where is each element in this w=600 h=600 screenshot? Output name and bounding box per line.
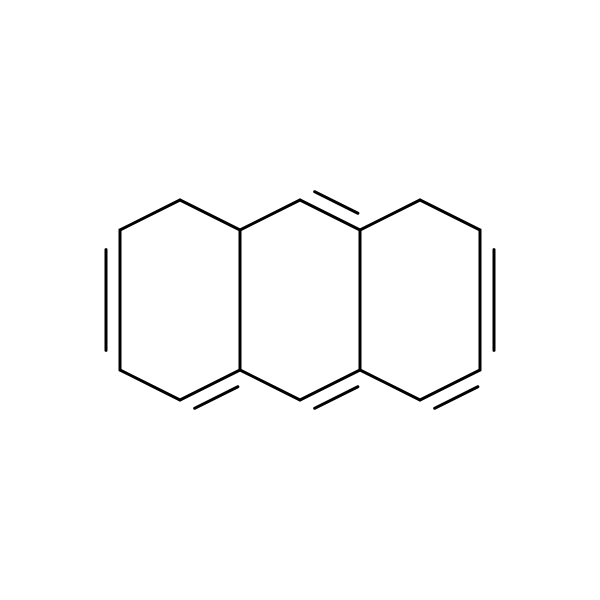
bond-line bbox=[360, 370, 420, 400]
bond-line bbox=[180, 200, 240, 230]
anthracene-structure bbox=[0, 0, 600, 600]
bond-line bbox=[120, 370, 180, 400]
bond-line bbox=[120, 200, 180, 230]
bond-line bbox=[360, 200, 420, 230]
bond-line bbox=[240, 370, 300, 400]
bond-line bbox=[180, 370, 240, 400]
bond-line bbox=[420, 370, 480, 400]
bond-line bbox=[300, 370, 360, 400]
bond-line bbox=[240, 200, 300, 230]
bond-line bbox=[300, 200, 360, 230]
bond-line bbox=[420, 200, 480, 230]
